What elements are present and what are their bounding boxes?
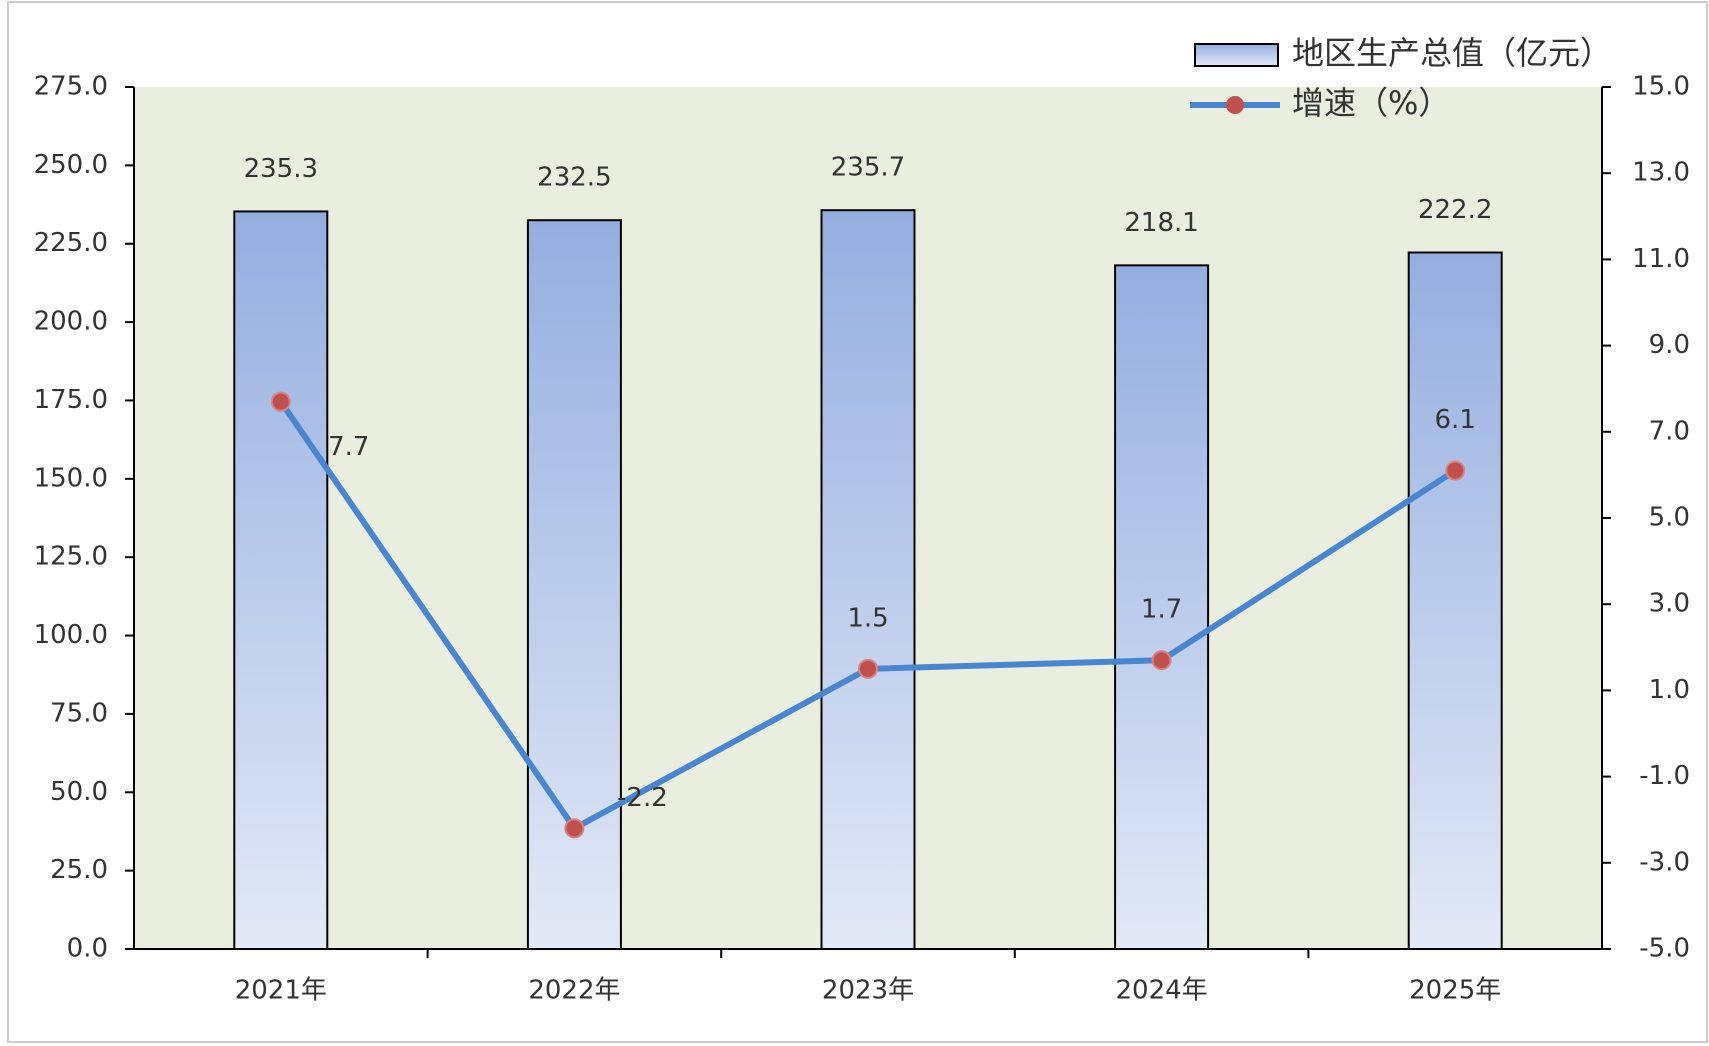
chart-border	[7, 1, 1708, 1043]
bar	[233, 210, 329, 950]
y2-tick-label: -5.0	[1639, 934, 1690, 964]
bar-value-label: 232.5	[537, 163, 611, 193]
y2-tick-label: 11.0	[1632, 244, 1690, 274]
line-value-label: 1.7	[1141, 595, 1182, 625]
line-marker	[1151, 650, 1172, 671]
y2-tick-label: 3.0	[1649, 589, 1690, 619]
bar	[1114, 264, 1210, 950]
line-value-label: -2.2	[617, 783, 668, 813]
y2-tick-label: 9.0	[1649, 330, 1690, 360]
y-tick-label: 0.0	[67, 934, 108, 964]
y2-tick-label: 15.0	[1632, 72, 1690, 102]
y-tick-label: 100.0	[34, 620, 108, 650]
y2-tick-label: 7.0	[1649, 416, 1690, 446]
y-tick-label: 150.0	[34, 463, 108, 493]
x-tick-label: 2024年	[1116, 976, 1208, 1006]
line-marker	[564, 818, 585, 839]
line-marker	[1445, 460, 1466, 481]
x-tick-label: 2022年	[528, 976, 620, 1006]
y-tick-label: 75.0	[50, 698, 108, 728]
line-value-label: 6.1	[1435, 405, 1476, 435]
y-tick-label: 225.0	[34, 228, 108, 258]
x-tick-label: 2021年	[235, 976, 327, 1006]
y-tick-label: 250.0	[34, 150, 108, 180]
legend-label: 地区生产总值（亿元）	[1292, 34, 1612, 72]
bar	[1407, 251, 1503, 950]
line-value-label: 1.5	[847, 603, 888, 633]
line-value-label: 7.7	[328, 432, 369, 462]
legend-label: 增速（%）	[1292, 84, 1450, 122]
y2-tick-label: 5.0	[1649, 503, 1690, 533]
y-tick-label: 275.0	[34, 72, 108, 102]
y2-tick-label: 13.0	[1632, 158, 1690, 188]
bar	[526, 219, 622, 950]
x-tick-label: 2025年	[1409, 976, 1501, 1006]
y-tick-label: 25.0	[50, 855, 108, 885]
y-tick-label: 200.0	[34, 307, 108, 337]
bar-value-label: 218.1	[1124, 208, 1198, 238]
y2-tick-label: -1.0	[1639, 761, 1690, 791]
y-tick-label: 125.0	[34, 542, 108, 572]
bar	[820, 209, 916, 951]
y-tick-label: 50.0	[50, 777, 108, 807]
line-marker	[858, 658, 878, 679]
line-marker	[270, 391, 291, 412]
legend-marker	[1226, 96, 1244, 114]
legend-swatch	[1194, 43, 1279, 67]
bar-value-label: 235.7	[831, 153, 905, 183]
y-tick-label: 175.0	[34, 385, 108, 415]
x-tick-label: 2023年	[822, 976, 914, 1006]
y2-tick-label: 1.0	[1649, 675, 1690, 705]
bar-value-label: 222.2	[1418, 195, 1492, 225]
bar-value-label: 235.3	[244, 154, 318, 184]
y2-tick-label: -3.0	[1639, 847, 1690, 877]
